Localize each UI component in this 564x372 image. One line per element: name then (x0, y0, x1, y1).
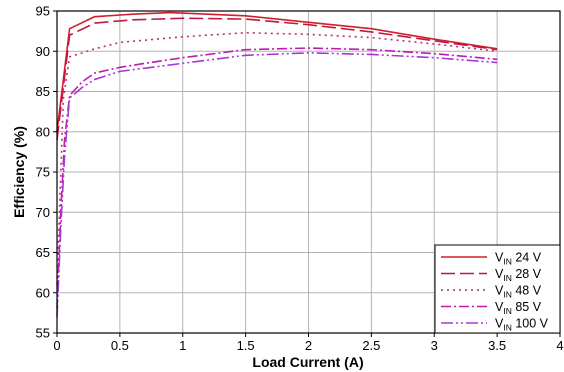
x-tick-label: 4 (556, 338, 563, 353)
legend-box (434, 244, 561, 334)
x-tick-labels: 0 0.5 1 1.5 2 2.5 3 3.5 4 (53, 333, 564, 353)
grid-lines (57, 11, 560, 333)
series-line-2 (56, 17, 498, 140)
x-tick-label: 1 (179, 338, 186, 353)
x-tick-label: 1.5 (237, 338, 255, 353)
x-tick-label: 3 (431, 338, 438, 353)
x-tick-label: 3.5 (488, 338, 506, 353)
x-tick-label: 2.5 (362, 338, 380, 353)
legend-label: VIN 48 V (495, 284, 542, 300)
y-tick-label: 55 (36, 326, 50, 341)
x-tick-label: 2 (305, 338, 312, 353)
y-tick-labels: 55 60 65 70 75 80 85 90 95 (36, 4, 57, 341)
legend-label: VIN 85 V (495, 300, 542, 316)
y-tick-label: 90 (36, 44, 50, 59)
series-line-1 (56, 11, 498, 132)
legend-label: VIN 28 V (495, 267, 542, 283)
legend-label: VIN 100 V (495, 317, 549, 333)
series-line-5 (56, 52, 498, 317)
y-tick-label: 80 (36, 124, 50, 139)
y-tick-label: 95 (36, 4, 50, 19)
series-lines (56, 11, 498, 317)
legend-label: VIN 24 V (495, 251, 542, 267)
x-axis-title: Load Current (A) (252, 354, 363, 370)
y-tick-label: 65 (36, 245, 50, 260)
y-tick-label: 70 (36, 205, 50, 220)
series-line-4 (56, 47, 498, 309)
x-tick-label: 0.5 (111, 338, 129, 353)
x-tick-label: 0 (53, 338, 60, 353)
y-tick-label: 60 (36, 285, 50, 300)
y-axis-title: Efficiency (%) (11, 126, 27, 218)
y-tick-label: 85 (36, 84, 50, 99)
series-line-3 (56, 31, 498, 285)
y-tick-label: 75 (36, 165, 50, 180)
